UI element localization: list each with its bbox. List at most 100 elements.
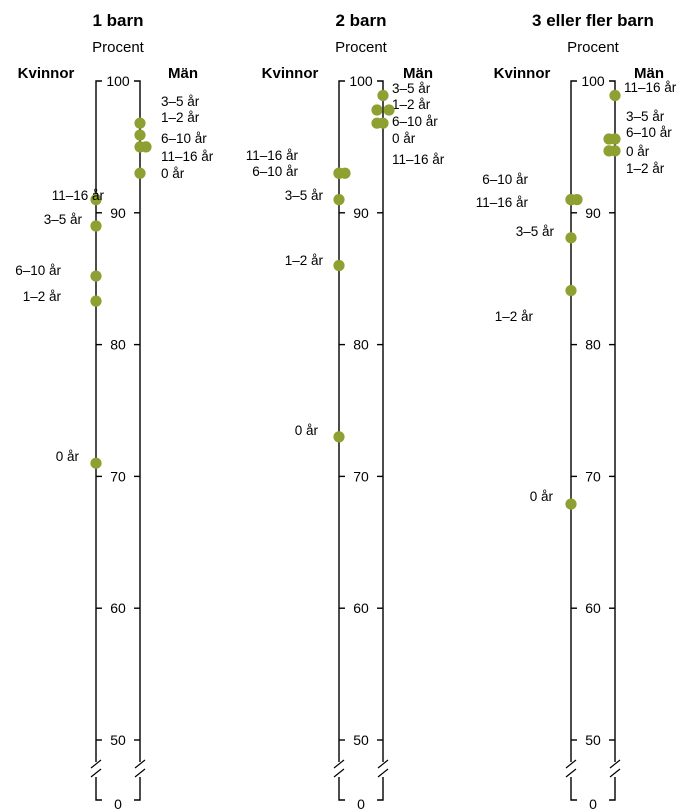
data-point-man (377, 89, 389, 102)
point-label-man: 1–2 år (626, 161, 665, 176)
tick-label: 50 (353, 732, 369, 748)
right-axis-break (134, 759, 146, 778)
point-label-man: 11–16 år (624, 80, 677, 95)
right-axis-break (609, 759, 621, 778)
right-axis-line (134, 80, 141, 762)
tick-label: 90 (353, 205, 369, 221)
point-label-kvinnor: 6–10 år (482, 172, 528, 187)
right-axis-label: Män (634, 65, 664, 82)
axis-unit-label: Procent (335, 39, 388, 56)
tick-label: 90 (585, 205, 601, 221)
tick-label: 60 (585, 600, 601, 616)
data-point-man (609, 89, 621, 102)
point-label-kvinnor: 6–10 år (252, 164, 298, 179)
point-label-kvinnor: 1–2 år (285, 253, 324, 268)
tick-label: 100 (349, 73, 373, 89)
data-point-kvinnor (565, 232, 577, 244)
point-label-kvinnor: 1–2 år (23, 289, 62, 304)
left-axis-label: Kvinnor (494, 65, 551, 82)
data-point-man (609, 145, 621, 157)
tick-label: 0 (114, 796, 122, 809)
left-axis-line (570, 80, 577, 762)
data-point-man (371, 104, 383, 116)
point-label-kvinnor: 11–16 år (246, 148, 299, 163)
data-point-kvinnor (333, 259, 345, 272)
point-label-man: 1–2 år (392, 97, 431, 112)
tick-label: 100 (581, 73, 605, 89)
point-label-man: 3–5 år (161, 94, 200, 109)
point-label-man: 11–16 år (161, 149, 214, 164)
tick-label: 0 (589, 796, 597, 809)
data-point-man (383, 104, 395, 116)
tick-label: 70 (585, 468, 601, 484)
point-label-man: 0 år (626, 144, 650, 159)
data-point-kvinnor (90, 220, 102, 232)
point-label-man: 6–10 år (161, 131, 207, 146)
left-axis-stub (95, 777, 102, 801)
left-axis-line (338, 80, 345, 762)
point-label-kvinnor: 0 år (530, 489, 554, 504)
data-point-kvinnor (90, 457, 102, 469)
point-label-man: 11–16 år (392, 152, 445, 167)
tick-label: 60 (110, 600, 126, 616)
point-label-kvinnor: 3–5 år (44, 212, 83, 227)
right-axis-stub (377, 777, 384, 801)
point-label-man: 0 år (161, 166, 185, 181)
right-axis-break (377, 759, 389, 778)
tick-label: 80 (353, 337, 369, 353)
right-axis-stub (609, 777, 616, 801)
data-point-kvinnor (565, 284, 577, 297)
point-label-man: 0 år (392, 131, 416, 146)
tick-label: 70 (110, 468, 126, 484)
data-point-kvinnor-overlap (339, 167, 351, 179)
left-axis-break (90, 759, 102, 778)
point-label-man: 6–10 år (626, 125, 672, 140)
point-label-man: 1–2 år (161, 110, 200, 125)
left-axis-break (333, 759, 345, 778)
panel-title: 2 barn (335, 11, 386, 30)
panel-2: 2 barn Procent Kvinnor Män 0 50 60 70 80 90 100 11–… (246, 11, 445, 809)
left-axis-label: Kvinnor (18, 65, 75, 82)
point-label-kvinnor: 3–5 år (516, 224, 555, 239)
data-point-kvinnor (90, 194, 102, 206)
axis-unit-label: Procent (92, 39, 145, 56)
data-point-kvinnor (565, 498, 577, 510)
right-axis-label: Män (403, 65, 433, 82)
tick-label: 0 (357, 796, 365, 809)
point-label-kvinnor: 1–2 år (495, 309, 534, 324)
data-point-man (134, 129, 146, 141)
data-point-man (134, 117, 146, 129)
tick-label: 70 (353, 468, 369, 484)
data-point-kvinnor (90, 295, 102, 307)
point-label-man: 3–5 år (626, 109, 665, 124)
panel-title: 1 barn (92, 11, 143, 30)
point-label-kvinnor: 6–10 år (15, 263, 61, 278)
left-axis-break (565, 759, 577, 778)
data-point-kvinnor-overlap (571, 194, 583, 206)
data-point-man (134, 167, 146, 179)
point-label-kvinnor: 11–16 år (476, 195, 529, 210)
panel-3: 3 eller fler barn Procent Kvinnor Män 0 50 60 7… (476, 11, 677, 809)
right-axis-label: Män (168, 65, 198, 82)
left-axis-line (95, 80, 102, 762)
tick-label: 80 (110, 337, 126, 353)
right-axis-line (609, 80, 616, 762)
left-axis-label: Kvinnor (262, 65, 319, 82)
data-point-kvinnor (90, 270, 102, 282)
right-axis-line (377, 80, 384, 762)
point-label-kvinnor: 3–5 år (285, 188, 324, 203)
panel-1: 1 barn Procent Kvinnor Män 0 50 60 70 80 90 100 11–… (15, 11, 214, 809)
tick-label: 90 (110, 205, 126, 221)
tick-label: 50 (585, 732, 601, 748)
tick-label: 80 (585, 337, 601, 353)
axis-unit-label: Procent (567, 39, 620, 56)
left-axis-stub (570, 777, 577, 801)
point-label-man: 6–10 år (392, 114, 438, 129)
data-point-kvinnor (333, 194, 345, 206)
data-point-man (377, 117, 389, 129)
left-axis-stub (338, 777, 345, 801)
tick-label: 50 (110, 732, 126, 748)
point-label-kvinnor: 0 år (56, 449, 80, 464)
data-point-man (140, 141, 152, 153)
